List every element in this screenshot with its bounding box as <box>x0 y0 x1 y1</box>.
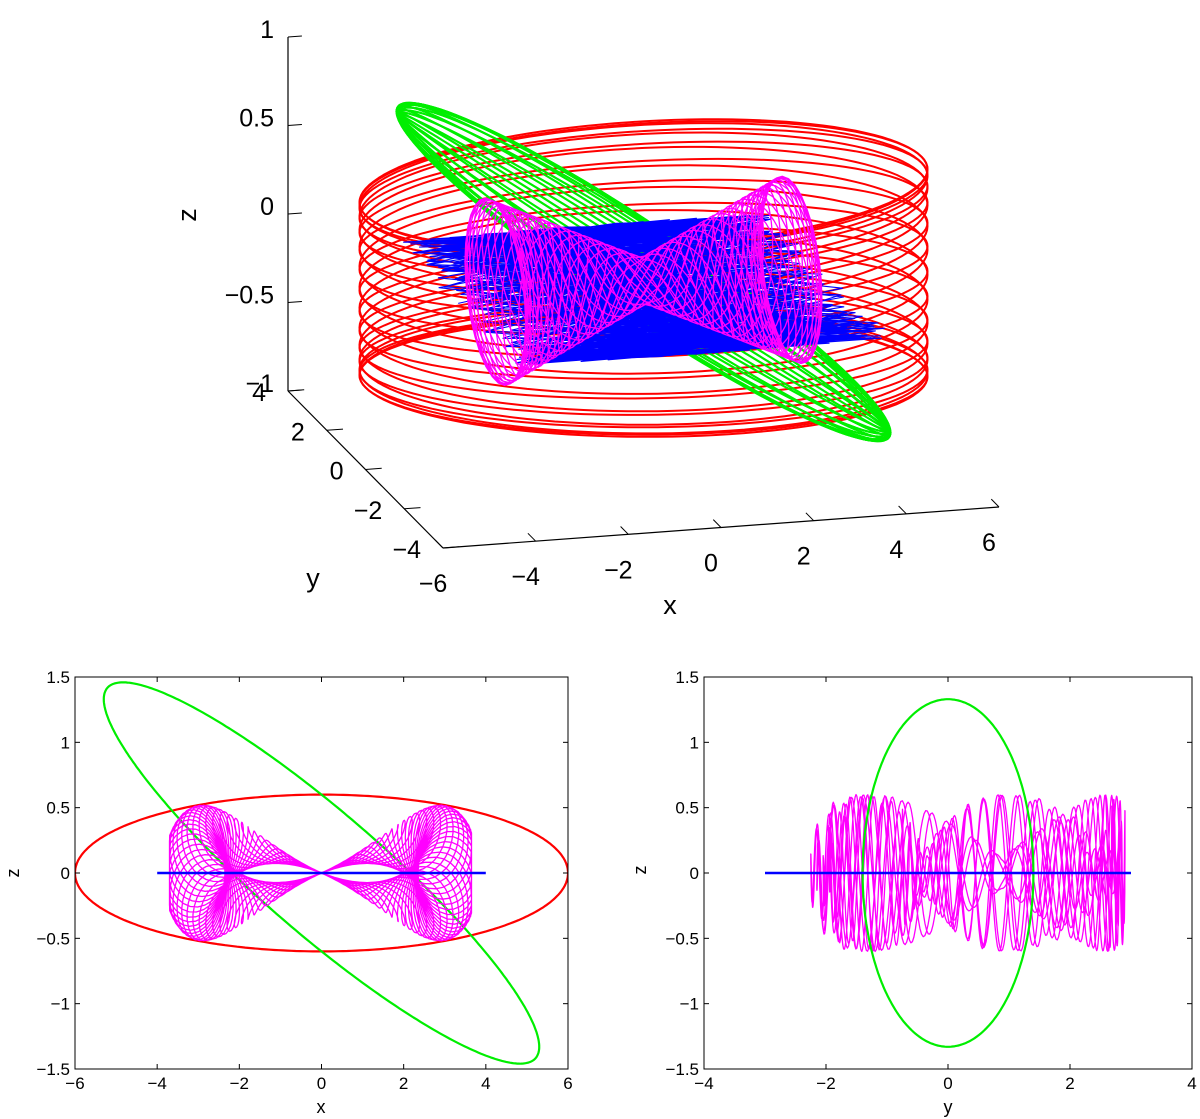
plot-yz: −4 −2 0 2 4 −1.5 −1 −0.5 0 0.5 1 1.5 y z <box>630 668 1197 1117</box>
y-tick-label: −0.5 <box>665 929 699 948</box>
plot-xz-tick-labels: −6 −4 −2 0 2 4 6 −1.5 −1 −0.5 0 0.5 1 1.5 <box>36 668 572 1093</box>
z-tick-label: 1 <box>260 16 274 44</box>
x-tick-mark <box>712 519 722 528</box>
plot-xz: −6 −4 −2 0 2 4 6 −1.5 −1 −0.5 0 0.5 1 1.5 x z <box>3 668 573 1117</box>
x-tick-label: −2 <box>816 1074 835 1093</box>
plot-yz-ylabel: z <box>630 866 650 875</box>
y-tick-label: −1.5 <box>665 1060 699 1079</box>
z-tick-mark <box>287 35 302 38</box>
x-tick-label: 0 <box>704 550 718 578</box>
y-tick-label: −2 <box>354 497 383 525</box>
y-tick-label: −1.5 <box>36 1060 70 1079</box>
series-red-ring <box>358 120 929 252</box>
x-tick-mark <box>620 526 629 535</box>
x-tick-label: −6 <box>65 1074 84 1093</box>
y-tick-mark <box>326 428 344 431</box>
x-tick-label: 4 <box>889 536 903 564</box>
y-tick-label: 1.5 <box>46 668 70 687</box>
plot-yz-axes <box>703 676 1193 1070</box>
y-tick-label: 4 <box>252 379 266 407</box>
series-magenta-loops <box>464 175 823 387</box>
y-tick-label: 0.5 <box>675 799 699 818</box>
y-tick-label: −0.5 <box>36 929 70 948</box>
x-tick-mark <box>527 532 537 542</box>
y-tick-label: 0.5 <box>46 799 70 818</box>
plot-xz-xlabel: x <box>317 1097 326 1117</box>
z-tick-mark <box>287 124 302 126</box>
x-tick-label: −2 <box>604 556 633 584</box>
plot-3d-axes <box>287 35 1000 549</box>
z-tick-mark <box>287 301 302 303</box>
x-tick-label: 2 <box>1065 1074 1074 1093</box>
y-tick-mark <box>365 467 382 470</box>
x-tick-mark <box>434 539 444 549</box>
plot-yz-xlabel: y <box>944 1097 953 1117</box>
x-tick-label: −2 <box>230 1074 249 1093</box>
y-tick-label: 0 <box>330 458 344 486</box>
x-tick-mark <box>805 512 815 522</box>
z-tick-label: 0 <box>260 193 274 221</box>
x-tick-label: 2 <box>399 1074 408 1093</box>
y-tick-label: 0 <box>690 864 699 883</box>
y-tick-label: 0 <box>61 864 70 883</box>
series-red-ring <box>358 178 929 295</box>
x-tick-label: −6 <box>419 570 448 598</box>
x-tick-mark <box>898 505 907 515</box>
y-tick-label: 1 <box>61 733 70 752</box>
x-tick-label: 2 <box>797 543 811 571</box>
plot-xz-ylabel: z <box>3 869 23 878</box>
series-blue-band <box>403 214 886 365</box>
series-red-ellipse <box>75 793 568 953</box>
y-tick-mark <box>442 546 460 549</box>
y-tick-label: −4 <box>392 536 421 564</box>
y-tick-mark <box>404 507 421 510</box>
y-tick-label: −1 <box>680 995 699 1014</box>
plot-yz-series <box>765 698 1131 1048</box>
x-tick-label: −4 <box>694 1074 713 1093</box>
x-tick-label: 4 <box>1187 1074 1196 1093</box>
plot-xz-axes <box>74 676 569 1070</box>
x-tick-label: −4 <box>511 563 540 591</box>
z-tick-label: −0.5 <box>225 282 274 310</box>
plot-3d-zlabel: z <box>172 208 202 222</box>
x-tick-label: 0 <box>317 1074 326 1093</box>
x-tick-label: 6 <box>982 529 996 557</box>
y-tick-label: 2 <box>291 418 305 446</box>
z-tick-mark <box>287 212 302 215</box>
x-tick-label: 4 <box>481 1074 490 1093</box>
z-tick-mark <box>287 389 302 392</box>
plot-xz-series <box>75 681 568 1065</box>
y-tick-label: 1.5 <box>675 668 699 687</box>
plot-3d-xlabel: x <box>663 590 677 620</box>
z-tick-label: 0.5 <box>239 105 274 133</box>
plot-3d-series <box>358 101 929 443</box>
z-tick-label: −1 <box>245 370 274 398</box>
y-tick-label: 1 <box>690 733 699 752</box>
x-tick-mark <box>990 498 1000 508</box>
plot-yz-tick-labels: −4 −2 0 2 4 −1.5 −1 −0.5 0 0.5 1 1.5 <box>665 668 1196 1093</box>
y-tick-label: −1 <box>51 995 70 1014</box>
x-tick-label: −4 <box>147 1074 166 1093</box>
plot-3d-ylabel: y <box>306 563 320 593</box>
x-tick-label: 6 <box>563 1074 572 1093</box>
x-tick-label: 0 <box>943 1074 952 1093</box>
